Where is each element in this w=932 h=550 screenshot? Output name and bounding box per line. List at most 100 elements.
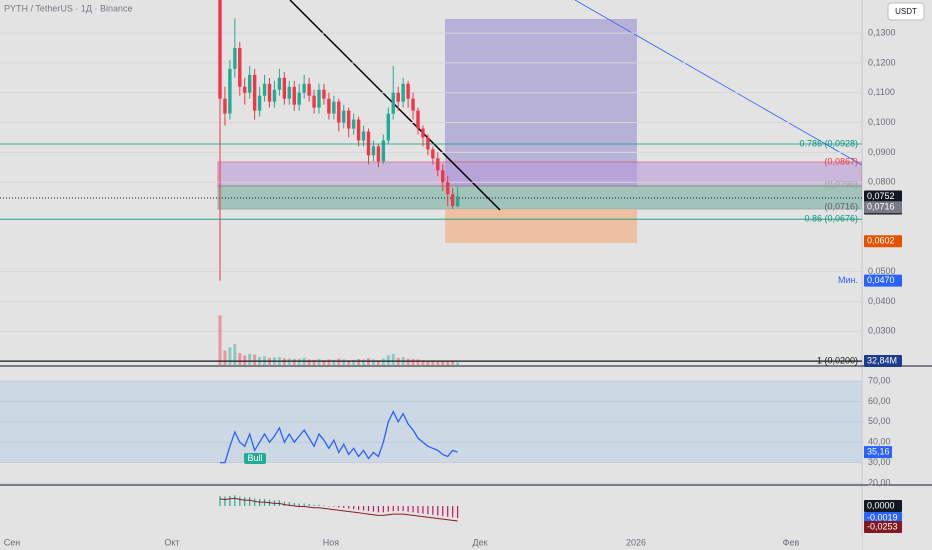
candle-body [292,86,296,105]
y-tick-label: 40,00 [868,437,891,447]
candle-body [322,89,326,99]
macd-bar [298,503,300,507]
volume-bar [436,361,440,365]
price-tag [864,201,902,214]
currency-button-label[interactable]: USDT [895,7,917,16]
volume-bar [426,360,430,365]
volume-bar [386,355,390,365]
candle-body [332,101,336,114]
volume-bar [223,350,227,365]
macd-bar [219,495,221,507]
x-tick-label: 2026 [626,537,646,547]
candle-body [421,128,425,138]
macd-bar [397,506,399,512]
trendline [574,0,862,166]
price-tag-label: 0,0752 [867,191,895,201]
macd-bar [333,506,335,507]
volume-bar [347,360,351,365]
volume-bar [292,359,296,365]
price-tag-label: 32,84M [867,355,897,365]
x-tick-label: Окт [164,537,179,547]
y-tick-label: 0,0400 [868,296,896,306]
candle-body [356,119,361,141]
candle-body [238,48,242,87]
candle-body [327,98,331,114]
candle-body [228,68,232,114]
macd-bar [318,504,320,507]
time-axis [0,535,862,550]
bull-label: Bull [247,453,262,463]
candle-body [441,170,445,183]
price-tag-label: 0,0602 [867,236,895,246]
macd-bar [392,506,394,512]
volume-bar [307,359,311,365]
volume-bar [381,358,385,365]
volume-bar [297,358,301,365]
fib-label: (0,0716) [824,202,858,212]
candle-body [248,74,252,93]
candle-body [317,89,321,108]
candle-body [287,86,291,99]
candle-body [307,83,311,96]
price-tag-label: 0,0000 [867,500,895,510]
macd-bar [437,506,439,516]
fib-label: 1 (0,0200) [817,355,858,365]
volume-bar [371,359,375,365]
y-tick-label: 0,0500 [868,266,896,276]
candle-body [252,74,257,111]
bull-tag [244,453,266,464]
candle-body [337,101,341,123]
candle-body [376,146,381,162]
macd-bar [323,505,325,507]
volume-bar [342,359,346,365]
macd-bar [229,495,231,507]
macd-bar [387,506,389,512]
candle-body [342,110,346,123]
currency-button[interactable] [887,2,925,21]
volume-bar [416,359,420,365]
macd-bar [308,504,310,507]
macd-bar [313,504,315,507]
fib-label: (0,0790) [824,180,858,190]
macd-bar [353,506,355,510]
macd-bar [427,506,429,515]
y-tick-label: 0,0900 [868,147,896,157]
volume-bar [337,358,341,365]
price-tag [864,274,902,287]
candle-body [416,110,420,129]
y-tick-label: 0,1000 [868,117,896,127]
candle-body [223,98,227,114]
candle-body [257,95,262,111]
macd-bar [343,506,345,508]
candle-body [391,92,395,114]
price-tag [864,521,902,533]
rsi-tag-label: 35,16 [867,446,890,456]
candle-body [243,86,247,93]
volume-bar [322,360,326,365]
volume-bar [431,360,435,365]
macd-bar [412,506,414,513]
candle-body [381,140,386,162]
stop-zone [445,209,637,243]
min-label: Мин. [838,275,858,285]
macd-bar [358,506,360,510]
candle-body [272,89,277,102]
volume-bar [253,354,257,365]
macd-bar [328,506,330,507]
price-tag-label: -0,0253 [867,521,898,531]
rsi-tag [864,446,892,459]
candle-body [351,119,356,129]
symbol-legend: PYTH / TetherUS · 1Д · Binance [4,3,132,13]
y-tick-label: 50,00 [868,416,891,426]
candle-body [302,83,306,93]
macd-line [219,497,458,522]
volume-bar [238,353,242,365]
fib-label: (0,0867) [824,157,858,167]
volume-bar [352,359,356,365]
macd-bar [293,502,295,507]
target-zone [445,19,637,186]
macd-bar [288,502,290,507]
volume-bar [451,361,455,365]
